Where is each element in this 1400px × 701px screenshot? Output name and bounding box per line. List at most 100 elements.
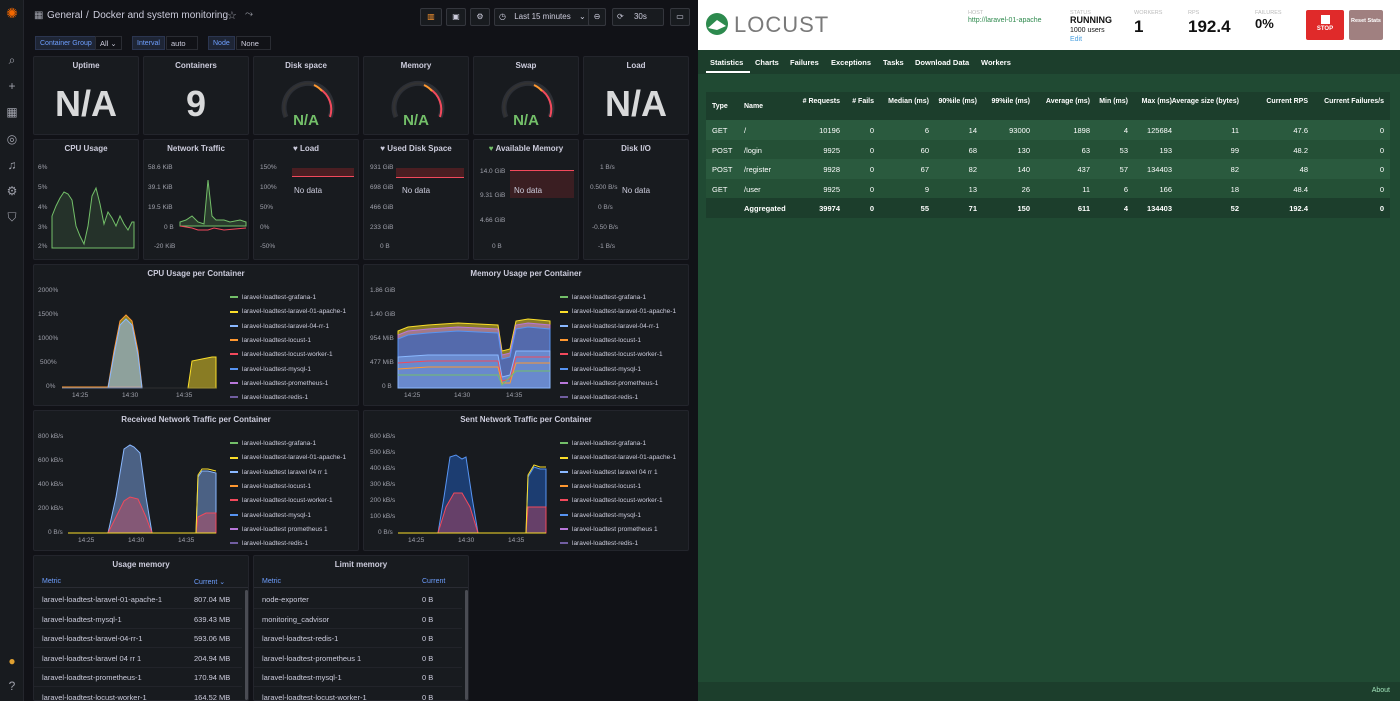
dashboards-icon[interactable]: ▦ xyxy=(6,105,18,119)
column-header-type[interactable]: Type xyxy=(712,103,728,110)
tab-failures[interactable]: Failures xyxy=(790,58,819,67)
legend-item[interactable]: laravel-loadtest-locust-worker-1 xyxy=(560,350,663,360)
column-header-p90[interactable]: 90%ile (ms) xyxy=(938,98,977,105)
column-header-min[interactable]: Min (ms) xyxy=(1099,98,1128,105)
table-row[interactable]: laravel-loadtest-laravel 04 rr 1 204.94 M… xyxy=(34,649,242,668)
table-row[interactable]: laravel-loadtest-laravel-04-rr-1 593.06 M… xyxy=(34,629,242,648)
legend-item[interactable]: laravel-loadtest-laravel-01-apache-1 xyxy=(230,453,346,463)
panel-received-network[interactable]: Received Network Traffic per Container 8… xyxy=(33,410,359,551)
panel-available-memory[interactable]: ♥ Available Memory 14.0 GiB 9.31 GiB 4.6… xyxy=(473,139,579,260)
column-header-fails[interactable]: # Fails xyxy=(852,98,874,105)
cell-name[interactable]: Aggregated xyxy=(744,204,786,214)
legend-item[interactable]: laravel-loadtest laravel 04 rr 1 xyxy=(560,468,658,478)
legend-item[interactable]: laravel-loadtest prometheus 1 xyxy=(560,525,658,535)
legend-item[interactable]: laravel-loadtest-redis-1 xyxy=(560,539,638,549)
table-row[interactable]: laravel-loadtest-laravel-01-apache-1 807.… xyxy=(34,590,242,609)
cell-name[interactable]: /login xyxy=(744,145,762,155)
table-row[interactable]: laravel-loadtest-redis-1 0 B xyxy=(254,629,462,648)
legend-item[interactable]: laravel-loadtest-grafana-1 xyxy=(230,439,316,449)
explore-icon[interactable]: ◎ xyxy=(6,132,18,146)
time-range-picker[interactable]: ◷ Last 15 minutes ⌄ xyxy=(494,8,606,26)
star-icon[interactable]: ☆ xyxy=(227,10,237,22)
tab-exceptions[interactable]: Exceptions xyxy=(831,58,872,67)
var-select-container-group[interactable]: All ⌄ xyxy=(95,36,122,50)
panel-load[interactable]: Load N/A xyxy=(583,56,689,135)
legend-item[interactable]: laravel-loadtest-mysql-1 xyxy=(560,511,641,521)
grafana-logo-icon[interactable]: ✺ xyxy=(6,5,18,21)
tab-workers[interactable]: Workers xyxy=(981,58,1011,67)
table-row[interactable]: laravel-loadtest-mysql-1 639.43 MB xyxy=(34,610,242,629)
zoom-out-icon[interactable]: ⊖ xyxy=(588,8,606,26)
column-header-current-rps[interactable]: Current RPS xyxy=(1266,98,1308,105)
panel-disk-space[interactable]: Disk space N/A xyxy=(253,56,359,135)
column-header-average[interactable]: Average (ms) xyxy=(1045,98,1090,105)
stop-button[interactable]: STOP xyxy=(1306,10,1344,40)
panel-sent-network[interactable]: Sent Network Traffic per Container 600 k… xyxy=(363,410,689,551)
legend-item[interactable]: laravel-loadtest laravel 04 rr 1 xyxy=(230,468,328,478)
table-row[interactable]: node-exporter 0 B xyxy=(254,590,462,609)
column-header-requests[interactable]: # Requests xyxy=(802,98,840,105)
legend-item[interactable]: laravel-loadtest-grafana-1 xyxy=(560,293,646,303)
panel-containers[interactable]: Containers 9 xyxy=(143,56,249,135)
scrollbar[interactable] xyxy=(465,590,468,700)
panel-cpu-per-container[interactable]: CPU Usage per Container 2000% 1500% 1000… xyxy=(33,264,359,406)
legend-item[interactable]: laravel-loadtest-redis-1 xyxy=(230,393,308,403)
column-header-max[interactable]: Max (ms) xyxy=(1141,98,1172,105)
tab-charts[interactable]: Charts xyxy=(755,58,779,67)
edit-link[interactable]: Edit xyxy=(1070,36,1083,43)
panel-usage-memory[interactable]: Usage memory Metric Current ⌄ laravel-lo… xyxy=(33,555,249,701)
avatar[interactable]: ● xyxy=(8,654,16,668)
legend-item[interactable]: laravel-loadtest-redis-1 xyxy=(230,539,308,549)
legend-item[interactable]: laravel-loadtest-locust-1 xyxy=(230,482,311,492)
column-header-metric[interactable]: Metric xyxy=(42,578,62,585)
cell-name[interactable]: / xyxy=(744,126,747,135)
panel-used-disk-space[interactable]: ♥ Used Disk Space 931 GiB 698 GiB 466 Gi… xyxy=(363,139,469,260)
reset-stats-button[interactable]: Reset Stats xyxy=(1349,10,1383,40)
legend-item[interactable]: laravel-loadtest-locust-worker-1 xyxy=(560,496,663,506)
panel-load-timeseries[interactable]: ♥ Load 150% 100% 50% 0% -50% No data xyxy=(253,139,359,260)
plus-icon[interactable]: + xyxy=(8,79,16,93)
legend-item[interactable]: laravel-loadtest-grafana-1 xyxy=(560,439,646,449)
panel-swap[interactable]: Swap N/A xyxy=(473,56,579,135)
legend-item[interactable]: laravel-loadtest-laravel-01-apache-1 xyxy=(560,453,676,463)
legend-item[interactable]: laravel-loadtest-redis-1 xyxy=(560,393,638,403)
legend-item[interactable]: laravel-loadtest-grafana-1 xyxy=(230,293,316,303)
table-row[interactable]: laravel-loadtest-locust-worker-1 164.52 M… xyxy=(34,688,242,701)
column-header-avg-size[interactable]: Average size (bytes) xyxy=(1171,98,1239,105)
panel-uptime[interactable]: Uptime N/A xyxy=(33,56,139,135)
legend-item[interactable]: laravel-loadtest-locust-worker-1 xyxy=(230,350,333,360)
legend-item[interactable]: laravel-loadtest-locust-1 xyxy=(230,336,311,346)
legend-item[interactable]: laravel-loadtest-mysql-1 xyxy=(560,365,641,375)
settings-gear-icon[interactable]: ⚙ xyxy=(470,8,490,26)
legend-item[interactable]: laravel-loadtest-mysql-1 xyxy=(230,365,311,375)
panel-cpu-usage[interactable]: CPU Usage 6% 5% 4% 3% 2% xyxy=(33,139,139,260)
scrollbar[interactable] xyxy=(245,590,248,700)
column-header-name[interactable]: Name xyxy=(744,103,764,110)
about-link[interactable]: About xyxy=(1371,687,1390,694)
column-header-current-failures[interactable]: Current Failures/s xyxy=(1324,98,1384,105)
table-row[interactable]: monitoring_cadvisor 0 B xyxy=(254,610,462,629)
panel-disk-io[interactable]: Disk I/O 1 B/s 0.500 B/s 0 B/s -0.50 B/s… xyxy=(583,139,689,260)
tab-statistics[interactable]: Statistics xyxy=(710,58,744,67)
cell-name[interactable]: /user xyxy=(744,184,761,194)
tv-mode-icon[interactable]: ▭ xyxy=(670,8,690,26)
legend-item[interactable]: laravel-loadtest-locust-1 xyxy=(560,482,641,492)
page-title[interactable]: Docker and system monitoring xyxy=(93,10,229,21)
tab-download-data[interactable]: Download Data xyxy=(915,58,970,67)
search-icon[interactable]: ⌕ xyxy=(8,53,16,67)
legend-item[interactable]: laravel-loadtest-laravel-04-rr-1 xyxy=(230,322,329,332)
table-row[interactable]: laravel-loadtest-mysql-1 0 B xyxy=(254,668,462,687)
refresh-picker[interactable]: ⟳ 30s xyxy=(612,8,664,26)
legend-item[interactable]: laravel-loadtest-laravel-01-apache-1 xyxy=(560,307,676,317)
column-header-current[interactable]: Current xyxy=(422,578,446,585)
save-icon[interactable]: ▣ xyxy=(446,8,466,26)
cell-name[interactable]: /register xyxy=(744,165,772,175)
legend-item[interactable]: laravel-loadtest-prometheus-1 xyxy=(560,379,658,389)
legend-item[interactable]: laravel-loadtest-mysql-1 xyxy=(230,511,311,521)
add-panel-icon[interactable]: ▥ xyxy=(420,8,442,26)
legend-item[interactable]: laravel-loadtest-locust-1 xyxy=(560,336,641,346)
column-header-median[interactable]: Median (ms) xyxy=(888,98,929,105)
shield-icon[interactable]: ⛉ xyxy=(7,210,17,224)
legend-item[interactable]: laravel-loadtest prometheus 1 xyxy=(230,525,328,535)
legend-item[interactable]: laravel-loadtest-prometheus-1 xyxy=(230,379,328,389)
